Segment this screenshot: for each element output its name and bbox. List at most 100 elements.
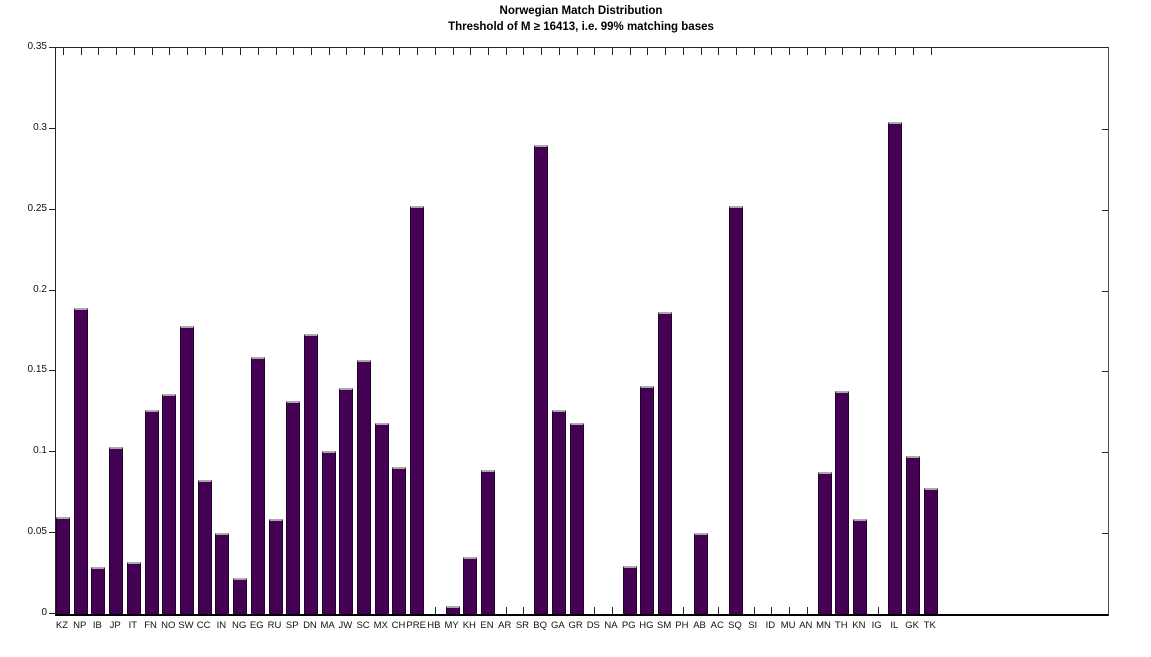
x-tick-top (859, 48, 861, 55)
bar-IB (91, 567, 106, 614)
x-tick-top (718, 48, 720, 55)
x-tick-label: AR (498, 620, 512, 631)
x-tick-top (930, 48, 932, 55)
x-tick-label: KH (462, 620, 476, 631)
y-tick-right (1102, 290, 1108, 292)
x-tick-label: CC (196, 620, 211, 631)
y-tick-label: 0.3 (33, 121, 47, 133)
bar-JW (339, 387, 354, 614)
x-tick-label: AN (799, 620, 813, 631)
y-tick-label: 0.05 (27, 526, 47, 538)
x-tick-top (505, 48, 507, 55)
x-tick-label: PH (675, 620, 689, 631)
bar-SP (286, 400, 301, 614)
x-tick-top (576, 48, 578, 55)
y-tick-left (49, 127, 55, 129)
x-tick-top (665, 48, 667, 55)
x-tick-bottom (682, 607, 684, 614)
x-tick-top (417, 48, 419, 55)
x-tick-label: PG (621, 620, 636, 631)
x-tick-top (789, 48, 791, 55)
x-tick-label: AB (693, 620, 706, 631)
y-tick-left (49, 532, 55, 534)
bar-TK (923, 487, 938, 614)
x-tick-label: AC (710, 620, 724, 631)
x-tick-top (594, 48, 596, 55)
x-tick-bottom (771, 607, 773, 614)
y-tick-left (49, 370, 55, 372)
x-tick-label: SP (285, 620, 299, 631)
x-tick-label: CH (391, 620, 406, 631)
bar-DN (303, 334, 318, 614)
x-tick-label: SR (515, 620, 530, 631)
x-tick-top (346, 48, 348, 55)
x-tick-bottom (718, 607, 720, 614)
x-tick-label: JW (338, 620, 353, 631)
x-tick-label: SW (178, 620, 194, 631)
bar-KZ (56, 516, 70, 614)
x-tick-label: MY (444, 620, 459, 631)
y-tick-left (49, 289, 55, 291)
x-tick-top (824, 48, 826, 55)
y-tick-label: 0 (41, 607, 47, 618)
x-tick-top (771, 48, 773, 55)
y-tick-right (1102, 533, 1108, 535)
x-tick-label: GA (551, 620, 565, 631)
x-tick-label: SQ (728, 620, 742, 631)
x-tick-top (328, 48, 330, 55)
x-tick-top (629, 48, 631, 55)
x-tick-bottom (505, 607, 507, 614)
x-tick-label: SM (657, 620, 672, 631)
x-tick-label: NP (73, 620, 87, 631)
x-tick-label: KZ (55, 620, 69, 631)
bar-NO (162, 394, 177, 614)
x-tick-label: NO (161, 620, 176, 631)
bar-SW (179, 326, 194, 614)
x-tick-top (452, 48, 454, 55)
x-tick-top (842, 48, 844, 55)
bar-EG (250, 356, 265, 614)
x-tick-top (877, 48, 879, 55)
x-tick-label: IL (890, 620, 899, 631)
y-tick-left (49, 208, 55, 210)
x-tick-label: FN (144, 620, 157, 631)
bar-KN (852, 518, 867, 614)
x-tick-bottom (806, 607, 808, 614)
x-tick-label: IB (92, 620, 102, 631)
y-tick-right (1102, 209, 1108, 211)
x-tick-top (80, 48, 82, 55)
x-tick-top (612, 48, 613, 55)
x-tick-label: MN (816, 620, 831, 631)
bar-AB (693, 533, 708, 614)
x-tick-bottom (523, 607, 525, 614)
bar-PG (622, 565, 637, 614)
x-tick-top (293, 48, 295, 55)
bar-CC (197, 479, 212, 614)
x-tick-top (98, 48, 100, 55)
x-tick-top (913, 48, 915, 55)
x-tick-label: HG (639, 620, 654, 631)
x-tick-top (523, 48, 525, 55)
bar-MA (321, 450, 336, 614)
y-tick-label: 0.35 (27, 41, 47, 52)
x-tick-top (558, 48, 560, 55)
bar-SQ (728, 206, 743, 614)
bar-SC (357, 360, 372, 614)
x-tick-label: IT (128, 620, 138, 631)
y-tick-label: 0.1 (33, 445, 47, 457)
bar-FN (144, 410, 159, 614)
x-tick-top (682, 48, 684, 55)
chart-title: Norwegian Match Distribution (499, 5, 663, 17)
bar-PRE (410, 206, 425, 614)
x-tick-top (63, 48, 64, 55)
bar-NP (73, 308, 88, 614)
x-tick-label: DS (586, 620, 600, 631)
x-tick-label: EG (249, 620, 264, 631)
x-tick-label: GK (905, 620, 919, 631)
x-tick-top (116, 48, 118, 55)
y-tick-right (1102, 128, 1108, 130)
x-tick-label: NG (231, 620, 247, 631)
x-tick-label: MA (320, 620, 335, 631)
x-tick-top (700, 48, 702, 55)
